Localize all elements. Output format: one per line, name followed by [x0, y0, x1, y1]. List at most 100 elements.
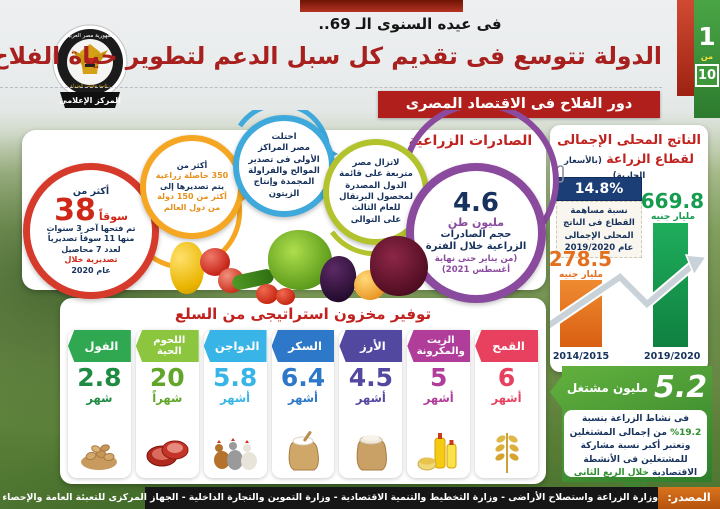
slide-counter-strip: 1 من 10	[694, 0, 720, 118]
gdp-value-number: 278.5	[548, 247, 612, 271]
markets-line: عام 2020	[71, 265, 111, 275]
vegetables-photo	[168, 226, 428, 306]
gdp-subtitle-main: لقطاع الزراعة	[606, 151, 694, 166]
products-line: أكثر من	[176, 161, 208, 171]
products-circle: أكثر من 350 حاصلة زراعية يتم تصديرها إلى…	[140, 135, 244, 239]
commodity-unit: أشهر	[287, 391, 318, 406]
commodity-columns: القمح 6 أشهر الزيت والمكرونة	[67, 330, 538, 478]
workers-text: إجمالى المشتغلين وتعتبر أكبر نسبة	[569, 427, 691, 452]
commodity-value: 6	[497, 363, 516, 392]
oranges-text: لاتزال مصر متربعة على قائمة الدول المصدر…	[339, 157, 413, 225]
ranking-circle: احتلت مصر المراكز الأولى فى تصدير الموال…	[233, 115, 335, 217]
commodity-label: الدواجن	[203, 330, 267, 362]
markets-unit: سوقاً	[98, 210, 128, 224]
gdp-share-note: نسبة مساهمة القطاع فى الناتج المحلى الإج…	[556, 201, 642, 259]
workers-text: الاقتصادية	[652, 468, 698, 478]
workers-unit: مليون مشتغل	[566, 381, 649, 395]
strategic-stock-panel: توفير مخزون استراتيجى من السلع القمح 6 أ…	[60, 298, 546, 484]
slide-current-number: 1	[698, 22, 716, 51]
gdp-value-2014: 278.5 مليار جنيه	[548, 247, 612, 280]
logo-ring-bottom-text: رئاسة مجلس الوزراء	[70, 84, 109, 89]
workers-headline: مليون مشتغل 5.2	[566, 368, 708, 408]
commodity-column-beans: الفول 2.8 شهر	[67, 330, 131, 478]
gdp-subtitle-note: (بالأسعار الجارية)	[563, 156, 646, 181]
products-line: 350 حاصلة زراعية	[155, 171, 229, 181]
source-text: وزارة الزراعة واستصلاح الأراضى - وزارة ا…	[2, 487, 658, 509]
commodity-column-sugar: السكر 6.4 أشهر	[271, 330, 335, 478]
commodity-unit: أشهر	[355, 391, 386, 406]
gdp-panel: الناتج المحلى الإجمالى لقطاع الزراعة (با…	[548, 125, 708, 372]
gdp-year-label: 2014/2015	[552, 351, 610, 362]
exports-section-title: الصادرات الزراعية	[408, 133, 533, 149]
commodity-column-oil-pasta: الزيت والمكرونة 5 أشهر	[407, 330, 471, 478]
commodity-label: الأرز	[339, 330, 403, 362]
commodity-column-rice: الأرز 4.5 أشهر	[339, 330, 403, 478]
markets-line: منها 11 سوقاً تصديرياً	[47, 234, 135, 244]
commodity-label: الفول	[67, 330, 131, 362]
workers-text: مشاركة للمشتغلين فى الأنشطة	[580, 441, 688, 465]
sugar-sack-icon	[272, 428, 335, 476]
products-line: من دول العالم	[163, 202, 221, 212]
commodity-value: 20	[149, 363, 185, 392]
tomato-icon	[256, 284, 278, 304]
logo-ring-top-text: جمهورية مصر العربية	[66, 33, 114, 39]
ranking-text: احتلت مصر المراكز الأولى فى تصدير الموال…	[248, 131, 320, 199]
oil-pasta-icon	[407, 428, 470, 476]
commodity-unit: أشهر	[491, 391, 522, 406]
commodity-value: 6.4	[280, 363, 326, 392]
markets-line: تم فتحها آخر 3 سنوات	[46, 224, 136, 234]
commodity-column-wheat: القمح 6 أشهر	[475, 330, 538, 478]
gdp-share-card: 14.8% نسبة مساهمة القطاع فى الناتج المحل…	[556, 165, 642, 259]
products-line: يتم تصديرها إلى	[160, 181, 224, 191]
logo-banner-text: المركز الإعلامى	[59, 96, 121, 105]
pepper-icon	[170, 242, 204, 294]
commodity-label: اللحوم الحية	[135, 330, 199, 362]
paperclip-icon	[556, 165, 564, 183]
commodity-unit: شهراً	[152, 391, 183, 406]
edge-red-strip	[677, 0, 694, 96]
workers-percent: 19.2%	[670, 427, 702, 438]
slide-of-label: من	[700, 52, 714, 61]
commodity-unit: أشهر	[220, 391, 251, 406]
top-accent-bar	[300, 0, 463, 12]
markets-prefix: أكثر من	[72, 186, 110, 198]
source-label: المصدر:	[658, 487, 720, 509]
gdp-bar-2014	[560, 280, 602, 347]
commodity-value: 4.5	[348, 363, 393, 392]
gdp-year-label: 2019/2020	[644, 351, 701, 362]
header-kicker: فى عيده السنوى الـ 69..	[318, 15, 502, 33]
logo-emblem-icon: جمهورية مصر العربية رئاسة مجلس الوزراء ا…	[52, 24, 128, 108]
commodity-unit: شهر	[86, 391, 113, 406]
markets-line: تصديرية خلال	[64, 255, 118, 265]
gdp-subtitle: لقطاع الزراعة (بالأسعار الجارية)	[550, 151, 708, 181]
markets-line: لعدد 7 محاصيل	[61, 244, 121, 254]
red-leaf-lettuce-icon	[370, 236, 428, 296]
workers-description: فى نشاط الزراعة بنسبة 19.2% من إجمالى ال…	[564, 410, 707, 492]
commodity-value: 2.8	[77, 363, 122, 392]
volume-number: 4.6	[452, 187, 500, 218]
poultry-icon	[204, 428, 267, 476]
commodity-label: الزيت والمكرونة	[407, 330, 471, 362]
page-title: الدولة تتوسع فى تقديم كل سبل الدعم لتطوي…	[0, 42, 662, 70]
commodity-unit: أشهر	[423, 391, 454, 406]
gdp-value-unit: مليار جنيه	[651, 212, 695, 222]
gdp-bar-2019	[653, 223, 688, 347]
gdp-value-unit: مليار جنيه	[559, 270, 603, 280]
volume-desc: حجم الصادرات الزراعية خلال الفترة	[425, 228, 527, 253]
volume-unit: مليون طن	[447, 215, 505, 229]
workers-text: فى نشاط الزراعة بنسبة	[582, 414, 689, 424]
gdp-value-2019: 669.8 مليار جنيه	[640, 189, 704, 222]
commodity-column-poultry: الدواجن 5.8 أشهر	[203, 330, 267, 478]
volume-period: (من يناير حتى نهاية أغسطس 2021)	[434, 253, 518, 275]
commodity-column-live-meat: اللحوم الحية 20 شهراً	[135, 330, 199, 478]
slide-total-number: 10	[695, 64, 719, 87]
gdp-value-number: 669.8	[640, 189, 704, 213]
commodity-label: القمح	[475, 330, 538, 362]
section-title-box: دور الفلاح فى الاقتصاد المصرى	[378, 91, 660, 118]
commodity-label: السكر	[271, 330, 335, 362]
rice-sack-icon	[339, 428, 402, 476]
header-divider	[0, 87, 662, 88]
workers-period: خلال الربع الثانى 2021	[573, 468, 649, 492]
workers-panel: مليون مشتغل 5.2 فى نشاط الزراعة بنسبة 19…	[550, 366, 712, 492]
